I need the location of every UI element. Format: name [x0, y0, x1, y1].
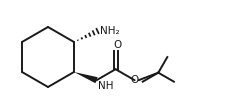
Text: NH: NH — [97, 81, 112, 91]
Text: NH₂: NH₂ — [99, 26, 119, 36]
Polygon shape — [74, 72, 97, 83]
Text: O: O — [113, 40, 121, 50]
Text: O: O — [130, 75, 138, 85]
